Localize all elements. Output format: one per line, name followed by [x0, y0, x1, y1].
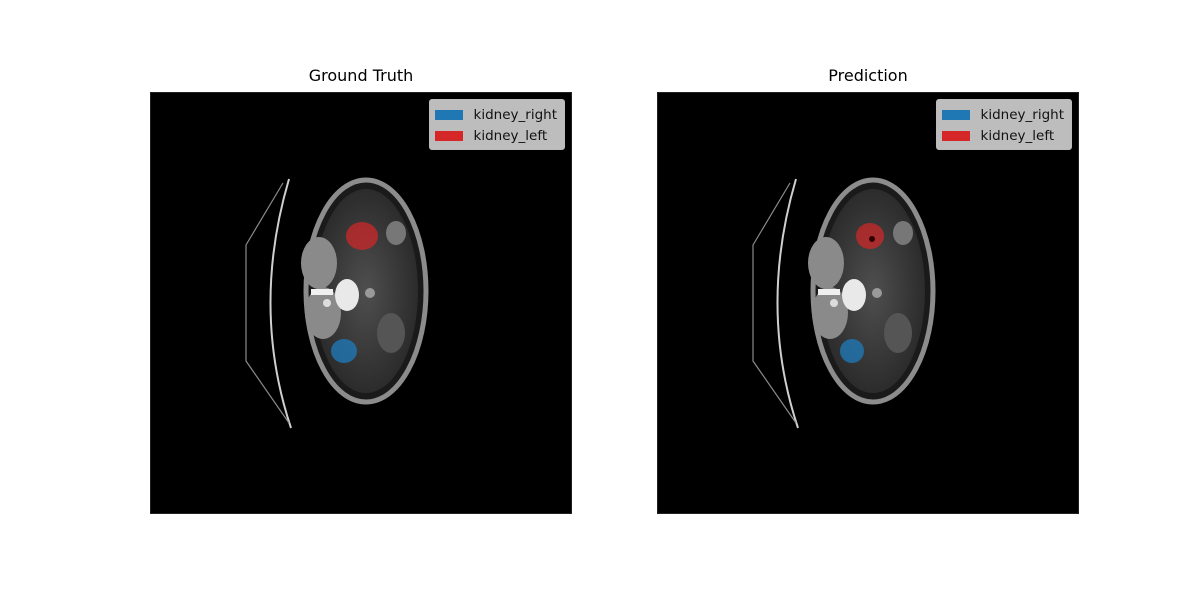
- legend-swatch: [434, 130, 463, 141]
- legend-label: kidney_left: [473, 127, 548, 144]
- kidney-right-overlay: [840, 339, 864, 363]
- legend-item: kidney_left: [434, 125, 557, 146]
- legend-item: kidney_right: [434, 104, 557, 125]
- legend: kidney_right kidney_left: [428, 99, 565, 150]
- panel-title: Prediction: [828, 66, 908, 85]
- kidney-left-overlay: [856, 223, 884, 249]
- ct-image-panel-prediction: kidney_right kidney_left: [657, 92, 1079, 514]
- ct-image-panel-ground-truth: kidney_right kidney_left: [150, 92, 572, 514]
- legend-item: kidney_right: [941, 104, 1064, 125]
- legend-label: kidney_left: [980, 127, 1055, 144]
- legend-label: kidney_right: [473, 106, 557, 123]
- panel-title: Ground Truth: [308, 66, 414, 85]
- kidney-left-overlay: [346, 222, 378, 250]
- kidney-right-overlay: [331, 339, 357, 363]
- ct-scan-image: [752, 177, 936, 429]
- legend-item: kidney_left: [941, 125, 1064, 146]
- legend-swatch: [941, 130, 970, 141]
- legend-swatch: [941, 109, 970, 120]
- ct-scan-image: [245, 177, 429, 429]
- legend: kidney_right kidney_left: [935, 99, 1072, 150]
- legend-swatch: [434, 109, 463, 120]
- legend-label: kidney_right: [980, 106, 1064, 123]
